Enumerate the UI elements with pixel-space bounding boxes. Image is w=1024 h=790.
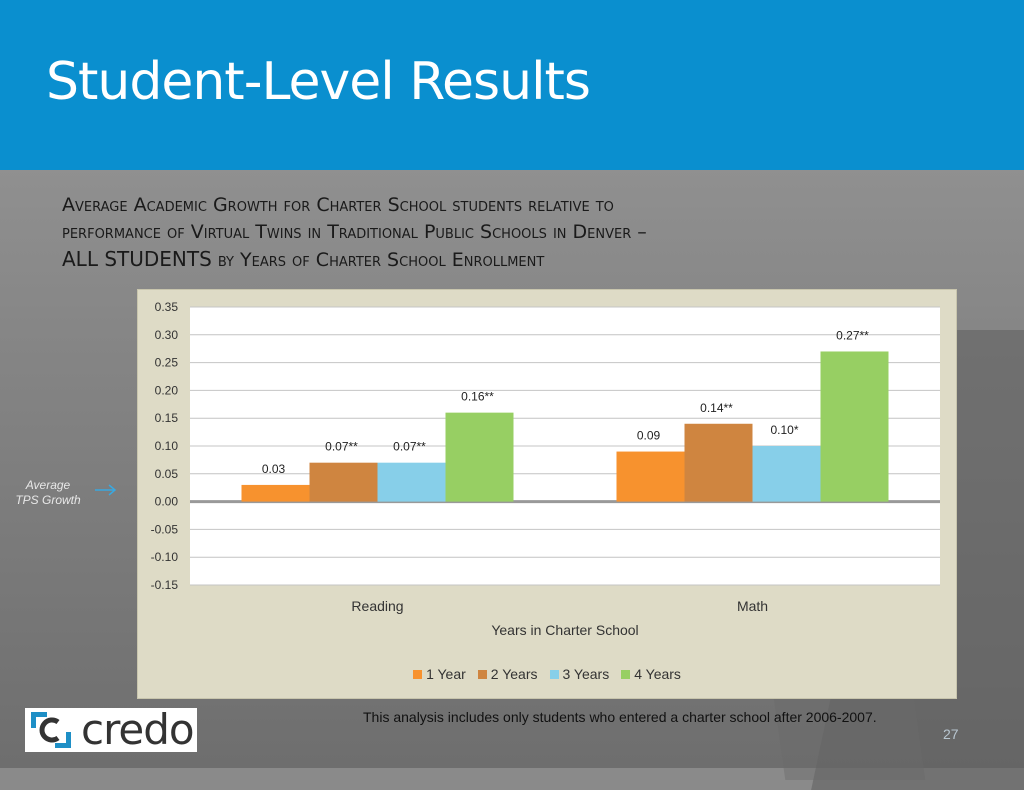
- bar: [616, 451, 685, 502]
- data-label: 0.14**: [700, 401, 733, 415]
- y-tick-label: 0.30: [155, 328, 179, 342]
- arrow-right-icon: [95, 484, 117, 496]
- data-label: 0.07**: [393, 440, 426, 454]
- page-title: Student-Level Results: [46, 52, 591, 112]
- y-tick-label: -0.10: [151, 550, 179, 564]
- legend-item: 4 Years: [621, 666, 681, 682]
- chart-subtitle: Average Academic Growth for Charter Scho…: [62, 192, 922, 274]
- subtitle-line-2: performance of Virtual Twins in Traditio…: [62, 221, 647, 243]
- y-tick-label: 0.15: [155, 411, 179, 425]
- y-tick-label: 0.20: [155, 383, 179, 397]
- page-number: 27: [943, 726, 959, 742]
- bar: [445, 412, 514, 502]
- data-label: 0.16**: [461, 390, 494, 404]
- x-axis-title: Years in Charter School: [491, 622, 638, 638]
- y-tick-label: 0.05: [155, 467, 179, 481]
- bar: [241, 484, 310, 502]
- y-tick-label: -0.05: [151, 522, 179, 536]
- side-note-line-2: TPS Growth: [15, 493, 81, 507]
- legend-label: 3 Years: [562, 666, 610, 682]
- data-label: 0.10*: [770, 423, 798, 437]
- data-label: 0.09: [637, 429, 661, 443]
- data-label: 0.03: [262, 462, 286, 476]
- credo-logo: credo: [25, 708, 197, 752]
- y-tick-label: 0.00: [155, 495, 179, 509]
- data-label: 0.07**: [325, 440, 358, 454]
- chart-legend: 1 Year 2 Years 3 Years 4 Years: [138, 666, 956, 682]
- x-category-label: Reading: [351, 598, 403, 614]
- legend-item: 1 Year: [413, 666, 466, 682]
- subtitle-line-1: Average Academic Growth for Charter Scho…: [62, 194, 614, 216]
- legend-swatch: [549, 670, 559, 679]
- y-tick-label: 0.35: [155, 300, 179, 314]
- y-tick-label: -0.15: [151, 578, 179, 592]
- bar: [684, 423, 753, 502]
- y-tick-label: 0.25: [155, 356, 179, 370]
- legend-item: 2 Years: [477, 666, 538, 682]
- average-tps-growth-note: Average TPS Growth: [8, 478, 88, 508]
- logo-text: credo: [81, 705, 195, 754]
- legend-item: 3 Years: [549, 666, 610, 682]
- subtitle-line-3: ALL STUDENTS by Years of Charter School …: [62, 246, 922, 274]
- header-bar: Student-Level Results: [0, 0, 1024, 170]
- data-label: 0.27**: [836, 328, 869, 342]
- bar-chart: 0.35 0.30 0.25 0.20 0.15 0.10 0.05 0.00 -0.05 -0.…: [151, 300, 940, 638]
- bar: [309, 462, 378, 502]
- x-category-label: Math: [737, 598, 768, 614]
- chart-panel: 0.35 0.30 0.25 0.20 0.15 0.10 0.05 0.00 -0.05 -0.…: [137, 289, 957, 699]
- legend-label: 1 Year: [426, 666, 466, 682]
- subtitle-emphasis: ALL STUDENTS: [62, 247, 212, 271]
- bar: [752, 446, 821, 502]
- legend-swatch: [477, 670, 487, 679]
- bar: [820, 351, 889, 502]
- subtitle-line-3-rest: by Years of Charter School Enrollment: [211, 249, 545, 271]
- bar: [377, 462, 446, 502]
- y-tick-label: 0.10: [155, 439, 179, 453]
- legend-swatch: [621, 670, 631, 679]
- side-note-line-1: Average: [25, 478, 71, 492]
- legend-label: 4 Years: [634, 666, 681, 682]
- legend-swatch: [413, 670, 423, 679]
- legend-label: 2 Years: [490, 666, 538, 682]
- footnote: This analysis includes only students who…: [363, 709, 877, 725]
- credo-logo-mark-icon: [31, 712, 71, 748]
